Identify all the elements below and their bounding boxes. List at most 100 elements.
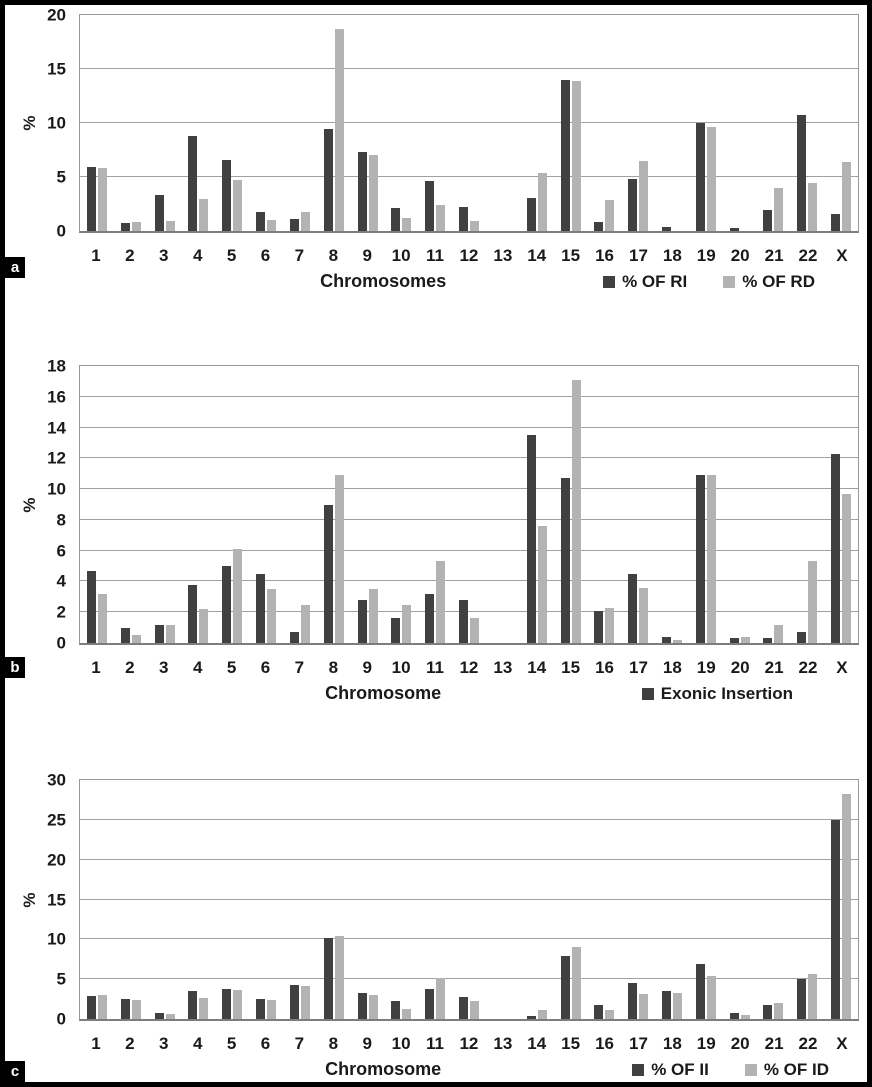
bar-dark-20 — [729, 1013, 739, 1019]
x-tick-label: 9 — [362, 658, 372, 677]
bar-dark-7 — [289, 984, 299, 1019]
bar-dark-6 — [256, 573, 266, 643]
bar-light-19 — [706, 475, 716, 643]
bar-light-3 — [165, 1014, 175, 1019]
legend-label: % OF II — [651, 1060, 709, 1079]
bar-light-2 — [131, 635, 141, 643]
bar-light-10 — [402, 218, 412, 231]
y-tick-label: 15 — [47, 59, 66, 79]
legend-label: % OF RI — [622, 272, 688, 291]
x-tick-label: 18 — [662, 658, 682, 677]
x-tick-label: 2 — [125, 246, 135, 265]
y-tick-label: 8 — [56, 510, 66, 530]
y-tick-label: 4 — [56, 571, 66, 591]
bar-dark-17 — [628, 573, 638, 643]
x-tick-label: 20 — [730, 1034, 750, 1053]
category-X — [824, 780, 858, 1019]
bar-dark-9 — [357, 992, 367, 1019]
category-X — [824, 15, 858, 231]
x-axis-title: Chromosome — [325, 683, 442, 703]
x-tick-label: 8 — [328, 246, 339, 265]
y-tick-label: 5 — [56, 167, 66, 187]
gridline — [80, 518, 858, 520]
y-tick-label: 5 — [56, 969, 66, 989]
legend: % OF II % OF ID — [632, 1060, 829, 1080]
category-9 — [351, 15, 385, 231]
bar-light-8 — [334, 29, 344, 231]
bar-dark-18 — [661, 636, 671, 643]
x-tick-label: 3 — [159, 1034, 169, 1053]
category-8 — [317, 780, 351, 1019]
x-tick-label: 14 — [527, 1034, 547, 1053]
bar-light-21 — [774, 1003, 784, 1019]
bar-light-12 — [470, 618, 480, 643]
bar-dark-3 — [154, 624, 164, 643]
category-4 — [181, 780, 215, 1019]
y-tick-label: 10 — [47, 113, 66, 133]
bar-light-12 — [470, 1000, 480, 1019]
bar-light-18 — [672, 992, 682, 1019]
x-tick-label: 22 — [798, 246, 818, 265]
x-tick-label: 10 — [391, 246, 411, 265]
legend-swatch-icon — [632, 1064, 645, 1076]
x-tick-label: 15 — [561, 246, 581, 265]
gridline — [80, 580, 858, 582]
bar-dark-21 — [763, 210, 773, 231]
bar-light-2 — [131, 222, 141, 231]
bar-dark-1 — [86, 995, 96, 1019]
bar-light-3 — [165, 221, 175, 231]
category-12 — [452, 15, 486, 231]
category-3 — [148, 15, 182, 231]
bar-dark-21 — [763, 1004, 773, 1019]
category-22 — [790, 366, 824, 643]
bar-dark-2 — [120, 223, 130, 231]
category-15 — [554, 780, 588, 1019]
bar-dark-14 — [526, 1015, 536, 1019]
category-1 — [80, 15, 114, 231]
category-2 — [114, 366, 148, 643]
plot-area-b: % 0 2 4 6 8 10 12 14 16 18 — [20, 358, 859, 652]
category-15 — [554, 366, 588, 643]
bar-light-11 — [436, 205, 446, 231]
category-17 — [621, 780, 655, 1019]
y-tick-label: 0 — [56, 633, 66, 653]
category-7 — [283, 366, 317, 643]
bar-dark-12 — [459, 599, 469, 643]
gridline — [80, 457, 858, 459]
x-tick-label: 20 — [730, 246, 750, 265]
bar-light-4 — [199, 609, 209, 643]
bar-light-22 — [808, 561, 818, 643]
bar-dark-10 — [391, 618, 401, 643]
bar-dark-X — [831, 819, 841, 1019]
x-tick-label: 12 — [459, 1034, 479, 1053]
bar-dark-12 — [459, 996, 469, 1019]
category-3 — [148, 366, 182, 643]
category-16 — [587, 15, 621, 231]
x-axis-tick-labels: 1 2 3 4 5 6 7 8 9 10 11 12 13 14 15 16 17 18 19 20 21 22 X — [79, 657, 859, 679]
x-tick-label: 12 — [459, 246, 479, 265]
x-tick-label: 4 — [192, 1034, 203, 1053]
bar-dark-20 — [729, 227, 739, 231]
x-tick-label: 16 — [595, 1034, 614, 1053]
bar-dark-18 — [661, 991, 671, 1019]
gridline — [80, 938, 858, 940]
category-4 — [181, 366, 215, 643]
bar-light-10 — [402, 1008, 412, 1019]
bar-light-9 — [368, 589, 378, 643]
bar-light-X — [842, 161, 852, 231]
x-tick-label: 21 — [764, 246, 784, 265]
panel-label-b: b — [5, 657, 25, 678]
bar-dark-22 — [797, 632, 807, 643]
category-7 — [283, 15, 317, 231]
category-11 — [418, 366, 452, 643]
x-tick-label: 16 — [595, 246, 614, 265]
category-15 — [554, 15, 588, 231]
x-tick-label: 7 — [294, 246, 305, 265]
bar-light-19 — [706, 127, 716, 231]
category-8 — [317, 366, 351, 643]
legend-entry: % OF RI — [603, 272, 687, 292]
x-tick-label: 2 — [125, 658, 135, 677]
y-tick-label: 10 — [47, 929, 66, 949]
bar-dark-4 — [188, 991, 198, 1019]
bar-light-15 — [571, 80, 581, 231]
